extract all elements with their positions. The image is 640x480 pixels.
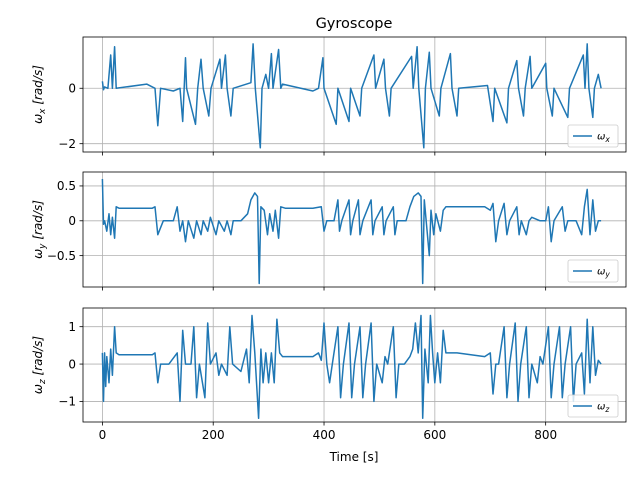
x-tick-label: 200	[202, 428, 225, 442]
legend-wz: ωz	[567, 394, 619, 418]
legend-wy: ωy	[567, 259, 619, 283]
y-tick-label: −0.5	[47, 249, 76, 263]
legend-symbol: ω	[597, 267, 605, 278]
chart-title: Gyroscope	[316, 16, 393, 32]
axes-frame	[82, 171, 627, 288]
series-line-wx	[101, 43, 602, 149]
x-tick-label: 400	[313, 428, 336, 442]
legend-box	[567, 259, 619, 283]
y-axis-label-wx: ωx [rad/s]	[31, 65, 48, 124]
y-tick-label: 0.5	[57, 179, 76, 193]
panel-wy: −0.500.5ωy [rad/s]ωy	[31, 171, 627, 291]
y-axis-label-wz: ωz [rad/s]	[31, 336, 48, 394]
legend-symbol: ω	[597, 132, 605, 143]
legend-symbol: ω	[597, 402, 605, 413]
axes-frame	[82, 36, 627, 153]
y-label-unit: [rad/s]	[31, 200, 45, 244]
y-label-subscript: x	[38, 108, 48, 115]
y-label-unit: [rad/s]	[31, 336, 45, 380]
x-tick-label: 600	[423, 428, 446, 442]
legend-label: ωx	[597, 132, 610, 145]
legend-box	[567, 394, 619, 418]
legend-label: ωy	[597, 267, 610, 280]
y-label-symbol: ω	[31, 249, 45, 259]
x-tick-label: 0	[99, 428, 107, 442]
y-label-symbol: ω	[31, 114, 45, 124]
y-label-symbol: ω	[31, 384, 45, 394]
y-tick-label: 0	[68, 357, 76, 371]
y-label-subscript: y	[38, 243, 48, 250]
series-line-wy	[101, 178, 602, 285]
x-axis-label: Time [s]	[329, 450, 379, 464]
legend-box	[567, 124, 619, 148]
y-label-subscript: z	[38, 379, 48, 385]
y-axis-label-wy: ωy [rad/s]	[31, 200, 48, 259]
y-tick-label: 0	[68, 214, 76, 228]
legend-label: ωz	[597, 402, 610, 415]
axes-frame	[82, 307, 627, 423]
legend-wx: ωx	[567, 124, 619, 148]
y-tick-label: −2	[58, 137, 76, 151]
y-tick-label: −1	[58, 395, 76, 409]
y-label-unit: [rad/s]	[31, 65, 45, 109]
legend-subscript: z	[604, 405, 610, 414]
legend-subscript: x	[604, 135, 610, 144]
y-tick-label: 1	[68, 320, 76, 334]
legend-subscript: y	[604, 270, 610, 279]
x-tick-label: 800	[534, 428, 557, 442]
series-line-wz	[101, 314, 602, 420]
y-tick-label: 0	[68, 82, 76, 96]
